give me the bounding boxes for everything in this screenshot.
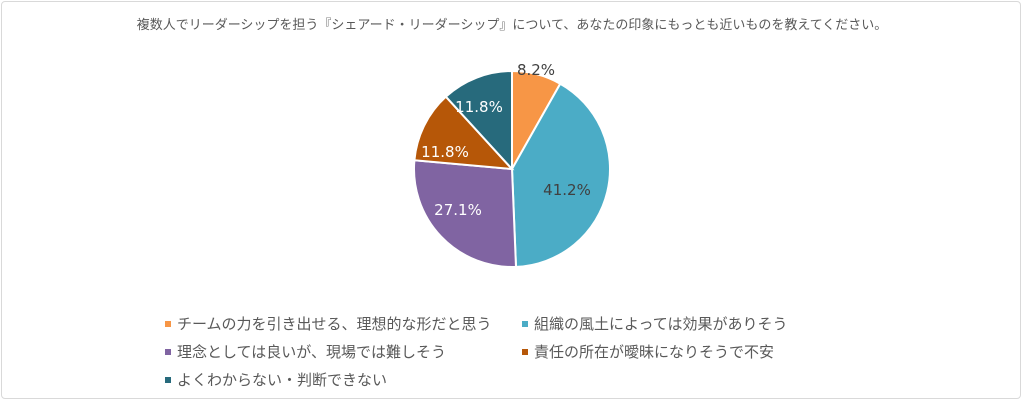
- legend-swatch: [522, 348, 528, 355]
- legend-swatch: [165, 376, 171, 383]
- pie-slice: [510, 82, 611, 268]
- legend-label: 責任の所在が曖昧になりそうで不安: [534, 343, 775, 361]
- legend-swatch: [522, 320, 528, 327]
- legend-label: チームの力を引き出せる、理想的な形だと思う: [177, 315, 492, 333]
- data-label: 8.2%: [517, 61, 555, 79]
- pie-slice: [413, 159, 518, 268]
- legend-label: 理念としては良いが、現場では難しそう: [177, 343, 446, 361]
- pie-slice: [413, 95, 515, 171]
- legend-item: チームの力を引き出せる、理想的な形だと思う: [165, 313, 492, 334]
- legend-item: 責任の所在が曖昧になりそうで不安: [522, 341, 774, 362]
- data-label: 11.8%: [421, 143, 469, 161]
- legend-swatch: [165, 320, 171, 327]
- legend-item: よくわからない・判断できない: [165, 369, 387, 390]
- legend-label: よくわからない・判断できない: [177, 371, 388, 389]
- legend-swatch: [165, 348, 171, 355]
- chart-title: 複数人でリーダーシップを担う『シェアード・リーダーシップ』について、あなたの印象…: [136, 18, 888, 33]
- data-label: 11.8%: [455, 98, 503, 116]
- legend-label: 組織の風土によっては効果がありそう: [534, 315, 788, 333]
- data-label: 27.1%: [434, 201, 482, 219]
- legend-item: 組織の風土によっては効果がありそう: [522, 313, 788, 334]
- legend-item: 理念としては良いが、現場では難しそう: [165, 341, 446, 362]
- pie-slice: [444, 69, 513, 172]
- data-label: 41.2%: [543, 181, 591, 199]
